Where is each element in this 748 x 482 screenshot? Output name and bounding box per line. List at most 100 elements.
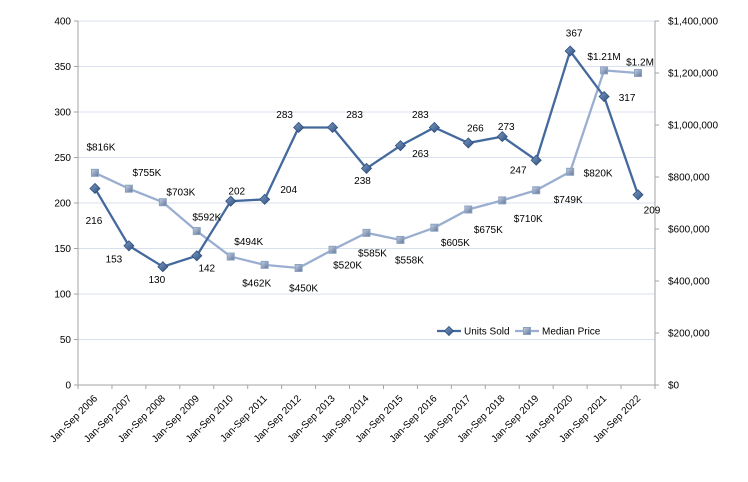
units-sold-data-label: 283 — [412, 110, 429, 121]
median-price-data-label: $755K — [132, 168, 161, 179]
median-price-data-label: $520K — [333, 260, 362, 271]
units-sold-data-label: 367 — [566, 29, 583, 40]
units-sold-data-label: 202 — [228, 187, 245, 198]
legend-label-median-price: Median Price — [542, 327, 601, 338]
units-sold-marker — [157, 261, 169, 273]
y-axis-right-tick-label: $0 — [668, 381, 680, 392]
median-price-data-label: $703K — [166, 188, 195, 199]
units-sold-data-label: 142 — [198, 263, 215, 274]
y-axis-right-tick-label: $1,000,000 — [668, 121, 718, 132]
units-sold-marker — [123, 240, 135, 252]
median-price-marker — [124, 184, 133, 193]
y-axis-left: 0 50 100 150 200 250 300 350 400 — [54, 17, 78, 392]
median-price-marker — [566, 167, 575, 176]
median-price-data-label: $462K — [242, 278, 271, 289]
legend-item-median-price: Median Price — [515, 327, 601, 338]
legend-square-icon — [523, 327, 531, 335]
units-sold-data-label: 204 — [280, 185, 297, 196]
median-price-data-label: $1.2M — [626, 58, 654, 69]
units-sold-marker — [496, 131, 508, 143]
y-axis-right-tick-label: $200,000 — [668, 329, 710, 340]
median-price-data-label: $816K — [87, 142, 116, 153]
y-axis-left-tick-label: 0 — [65, 381, 71, 392]
median-price-data-label: $585K — [358, 248, 387, 259]
y-axis-left-tick-label: 250 — [54, 153, 71, 164]
median-price-data-label: $749K — [554, 195, 583, 206]
units-sold-marker — [394, 140, 407, 152]
median-price-marker — [430, 223, 439, 232]
units-sold-data-label: 283 — [276, 110, 293, 121]
y-axis-left-tick-label: 50 — [60, 335, 72, 346]
units-sold-marker — [89, 182, 101, 195]
units-sold-data-label: 130 — [149, 275, 166, 286]
median-price-marker — [260, 260, 269, 269]
median-price-data-label: $450K — [289, 284, 318, 295]
legend-item-units-sold: Units Sold — [437, 325, 510, 338]
median-price-marker — [192, 227, 201, 236]
median-price-data-labels: $816K $755K $703K $592K $494K $462K $450K $520K… — [87, 52, 654, 295]
legend-diamond-icon — [443, 325, 455, 337]
units-sold-data-label: 153 — [106, 254, 123, 265]
units-sold-data-labels: 216 153 130 142 202 204 283 283 238 263 283 266 273 2… — [86, 29, 661, 287]
median-price-data-label: $675K — [474, 225, 503, 236]
units-sold-data-label: 273 — [498, 122, 515, 133]
units-sold-marker — [360, 162, 373, 174]
units-sold-data-label: 263 — [412, 149, 429, 160]
median-price-data-label: $592K — [192, 213, 221, 224]
gridlines — [78, 20, 655, 340]
median-price-marker — [532, 186, 541, 195]
median-price-marker — [498, 196, 507, 205]
median-price-marker — [396, 235, 405, 244]
units-sold-series — [89, 45, 644, 273]
median-price-data-label: $820K — [584, 168, 613, 179]
median-price-marker — [226, 252, 235, 261]
median-price-data-label: $710K — [514, 214, 543, 225]
legend: Units Sold Median Price — [437, 325, 601, 338]
units-sold-data-label: 266 — [467, 123, 484, 134]
median-price-data-label: $558K — [395, 255, 424, 266]
y-axis-right-tick-label: $1,200,000 — [668, 69, 718, 80]
units-sold-marker — [225, 195, 237, 207]
y-axis-left-tick-label: 400 — [54, 17, 71, 28]
units-sold-marker — [293, 121, 305, 134]
median-price-data-label: $494K — [234, 237, 263, 248]
y-axis-right: $0 $200,000 $400,000 $600,000 $800,000 $1,000… — [655, 17, 718, 392]
y-axis-left-tick-label: 300 — [54, 108, 71, 119]
y-axis-left-tick-label: 350 — [54, 62, 71, 73]
median-price-marker — [328, 245, 337, 254]
median-price-data-label: $605K — [441, 238, 470, 249]
median-price-marker — [362, 228, 371, 237]
y-axis-left-tick-label: 150 — [54, 244, 71, 255]
units-sold-marker — [326, 121, 339, 134]
median-price-marker — [464, 205, 473, 214]
median-price-data-label: $1.21M — [587, 52, 620, 63]
units-sold-data-label: 216 — [86, 216, 103, 227]
median-price-marker — [90, 168, 99, 177]
y-axis-right-tick-label: $1,400,000 — [668, 17, 718, 28]
units-sold-marker — [564, 45, 576, 57]
y-axis-right-tick-label: $400,000 — [668, 277, 710, 288]
y-axis-left-tick-label: 100 — [54, 290, 71, 301]
y-axis-right-tick-label: $600,000 — [668, 225, 710, 236]
units-sold-marker — [598, 90, 610, 103]
units-sold-data-label: 283 — [346, 110, 363, 121]
y-axis-right-tick-label: $800,000 — [668, 173, 710, 184]
units-sold-marker — [530, 154, 542, 166]
median-price-series — [90, 66, 643, 272]
units-sold-data-label: 317 — [619, 93, 636, 104]
units-sold-marker — [259, 193, 271, 205]
median-price-marker — [600, 66, 609, 75]
median-price-marker — [294, 264, 303, 272]
units-sold-marker — [632, 189, 644, 201]
legend-label-units-sold: Units Sold — [464, 327, 510, 338]
units-sold-marker — [191, 250, 203, 262]
units-sold-data-label: 247 — [510, 166, 527, 177]
units-sold-data-label: 209 — [644, 205, 661, 216]
median-price-marker — [634, 69, 643, 77]
units-sold-marker — [462, 137, 474, 149]
units-sold-data-label: 238 — [354, 176, 371, 187]
y-axis-left-tick-label: 200 — [54, 199, 71, 210]
units-sold-marker — [428, 121, 440, 134]
